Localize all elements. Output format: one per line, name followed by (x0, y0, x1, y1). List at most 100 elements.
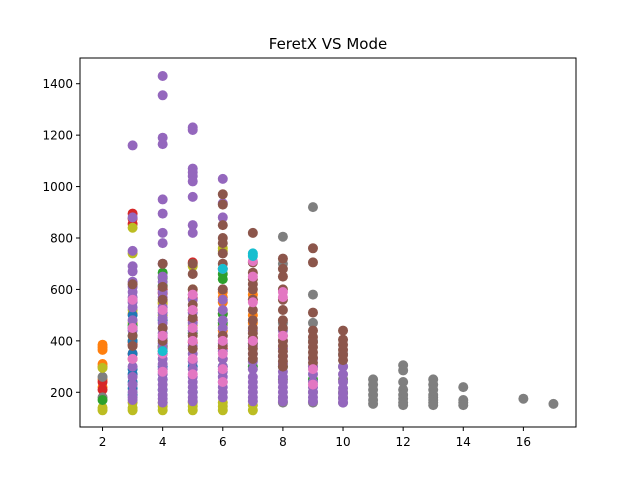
data-point (97, 362, 108, 373)
data-point (187, 343, 198, 354)
data-point (217, 274, 228, 285)
data-point (277, 253, 288, 264)
data-point (157, 405, 168, 416)
data-point (247, 353, 258, 364)
data-point (187, 353, 198, 364)
data-point (247, 284, 258, 295)
data-point (217, 189, 228, 200)
data-point (217, 212, 228, 223)
data-point (307, 317, 318, 328)
x-tick-label: 10 (335, 435, 350, 449)
data-point (217, 238, 228, 249)
plot-frame (79, 57, 577, 428)
y-tick-label: 1000 (42, 180, 73, 194)
data-point (127, 379, 138, 390)
x-tick-label: 2 (99, 435, 107, 449)
data-point (127, 361, 138, 372)
data-point (157, 281, 168, 292)
data-point (217, 199, 228, 210)
data-point (307, 243, 318, 254)
data-point (97, 405, 108, 416)
y-tick-label: 1400 (42, 77, 73, 91)
data-point (187, 220, 198, 231)
data-point (157, 139, 168, 150)
data-point (217, 294, 228, 305)
data-point (217, 335, 228, 346)
y-tick-label: 400 (50, 334, 73, 348)
data-point (277, 263, 288, 274)
data-point (157, 366, 168, 377)
data-point (127, 245, 138, 256)
data-point (307, 307, 318, 318)
points-layer (97, 71, 559, 416)
x-tick-label: 6 (219, 435, 227, 449)
data-point (217, 173, 228, 184)
data-point (217, 248, 228, 259)
data-point (247, 405, 258, 416)
data-point (518, 393, 529, 404)
data-point (127, 302, 138, 313)
data-point (338, 397, 349, 408)
data-point (187, 396, 198, 407)
data-point (127, 353, 138, 364)
y-tick-label: 1200 (42, 129, 73, 143)
data-point (398, 365, 409, 376)
data-point (127, 395, 138, 405)
data-point (157, 346, 168, 357)
data-point (247, 251, 258, 261)
data-point (157, 258, 168, 269)
data-point (187, 369, 198, 380)
data-point (247, 297, 258, 308)
data-point (548, 398, 559, 409)
data-point (127, 279, 138, 290)
data-point (187, 312, 198, 323)
data-point (187, 289, 198, 300)
data-point (157, 397, 168, 408)
data-point (398, 400, 409, 411)
data-point (127, 212, 138, 223)
data-point (338, 325, 349, 336)
data-point (247, 271, 258, 282)
data-point (187, 323, 198, 333)
data-point (217, 220, 228, 231)
data-point (217, 377, 228, 387)
data-point (127, 140, 138, 151)
data-point (187, 191, 198, 202)
data-point (217, 348, 228, 359)
data-point (97, 371, 108, 382)
data-point (247, 227, 258, 238)
data-point (97, 344, 108, 355)
data-point (307, 257, 318, 268)
data-point (247, 364, 258, 375)
y-tick-label: 200 (50, 386, 73, 400)
x-tick-label: 8 (279, 435, 287, 449)
data-point (277, 361, 288, 372)
y-tick-label: 800 (50, 232, 73, 246)
data-point (97, 395, 108, 405)
data-point (217, 405, 228, 416)
data-point (187, 125, 198, 135)
data-point (157, 90, 168, 101)
data-point (277, 330, 288, 341)
data-point (277, 396, 288, 407)
data-point (428, 400, 439, 411)
data-point (157, 238, 168, 249)
data-point (127, 266, 138, 277)
data-point (458, 400, 469, 411)
data-point (127, 405, 138, 416)
data-point (247, 315, 258, 326)
data-point (217, 392, 228, 403)
data-point (157, 227, 168, 238)
data-point (187, 176, 198, 187)
data-point (277, 231, 288, 242)
data-point (307, 202, 318, 213)
x-axis: 2 4 6 8 10 12 14 16 (99, 427, 531, 449)
data-point (187, 258, 198, 269)
data-point (157, 294, 168, 305)
data-point (157, 71, 168, 81)
data-point (97, 384, 108, 395)
data-point (247, 335, 258, 346)
y-axis: 200 400 600 800 1000 1200 1400 (42, 77, 80, 400)
data-point (157, 323, 168, 333)
